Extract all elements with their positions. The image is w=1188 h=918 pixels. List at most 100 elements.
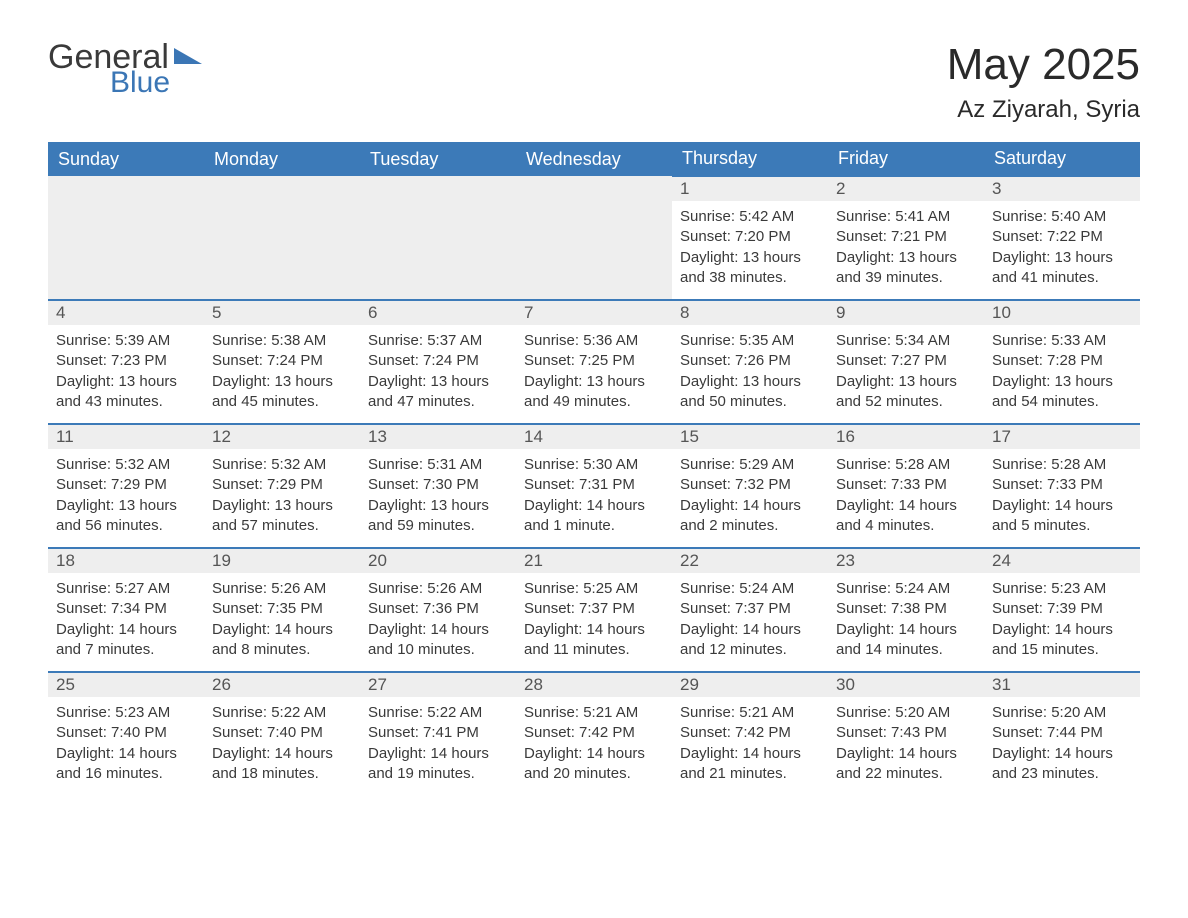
- sunrise-line: Sunrise: 5:24 AM: [680, 579, 820, 599]
- daylight-line: Daylight: 13 hours and 50 minutes.: [680, 372, 820, 413]
- sunrise-line: Sunrise: 5:24 AM: [836, 579, 976, 599]
- daylight-line: Daylight: 14 hours and 2 minutes.: [680, 496, 820, 537]
- daylight-line: Daylight: 13 hours and 54 minutes.: [992, 372, 1132, 413]
- sunrise-line: Sunrise: 5:21 AM: [680, 703, 820, 723]
- day-number: 20: [360, 549, 516, 573]
- calendar-cell: 12Sunrise: 5:32 AMSunset: 7:29 PMDayligh…: [204, 424, 360, 548]
- sunset-line: Sunset: 7:36 PM: [368, 599, 508, 619]
- calendar-cell: 4Sunrise: 5:39 AMSunset: 7:23 PMDaylight…: [48, 300, 204, 424]
- sunrise-line: Sunrise: 5:28 AM: [992, 455, 1132, 475]
- sunset-line: Sunset: 7:41 PM: [368, 723, 508, 743]
- sunset-line: Sunset: 7:43 PM: [836, 723, 976, 743]
- empty-daynum: [516, 176, 672, 202]
- day-number: 2: [828, 177, 984, 201]
- sunset-line: Sunset: 7:40 PM: [56, 723, 196, 743]
- calendar-cell: 26Sunrise: 5:22 AMSunset: 7:40 PMDayligh…: [204, 672, 360, 796]
- calendar-cell: 27Sunrise: 5:22 AMSunset: 7:41 PMDayligh…: [360, 672, 516, 796]
- day-number: 9: [828, 301, 984, 325]
- day-details: Sunrise: 5:20 AMSunset: 7:44 PMDaylight:…: [984, 697, 1140, 792]
- day-number: 24: [984, 549, 1140, 573]
- weekday-header: Thursday: [672, 142, 828, 176]
- calendar-cell: 5Sunrise: 5:38 AMSunset: 7:24 PMDaylight…: [204, 300, 360, 424]
- sunset-line: Sunset: 7:39 PM: [992, 599, 1132, 619]
- daylight-line: Daylight: 14 hours and 12 minutes.: [680, 620, 820, 661]
- sunrise-line: Sunrise: 5:34 AM: [836, 331, 976, 351]
- daylight-line: Daylight: 14 hours and 16 minutes.: [56, 744, 196, 785]
- day-number: 16: [828, 425, 984, 449]
- day-number: 3: [984, 177, 1140, 201]
- day-number: 23: [828, 549, 984, 573]
- calendar-table: Sunday Monday Tuesday Wednesday Thursday…: [48, 142, 1140, 796]
- calendar-cell: 23Sunrise: 5:24 AMSunset: 7:38 PMDayligh…: [828, 548, 984, 672]
- location-title: Az Ziyarah, Syria: [947, 96, 1140, 124]
- sunrise-line: Sunrise: 5:22 AM: [368, 703, 508, 723]
- calendar-cell: 10Sunrise: 5:33 AMSunset: 7:28 PMDayligh…: [984, 300, 1140, 424]
- sunrise-line: Sunrise: 5:26 AM: [368, 579, 508, 599]
- calendar-cell: 13Sunrise: 5:31 AMSunset: 7:30 PMDayligh…: [360, 424, 516, 548]
- day-details: Sunrise: 5:22 AMSunset: 7:41 PMDaylight:…: [360, 697, 516, 792]
- sunset-line: Sunset: 7:35 PM: [212, 599, 352, 619]
- calendar-cell: 17Sunrise: 5:28 AMSunset: 7:33 PMDayligh…: [984, 424, 1140, 548]
- day-details: Sunrise: 5:20 AMSunset: 7:43 PMDaylight:…: [828, 697, 984, 792]
- daylight-line: Daylight: 14 hours and 15 minutes.: [992, 620, 1132, 661]
- sunrise-line: Sunrise: 5:30 AM: [524, 455, 664, 475]
- day-details: Sunrise: 5:21 AMSunset: 7:42 PMDaylight:…: [672, 697, 828, 792]
- calendar-cell: 1Sunrise: 5:42 AMSunset: 7:20 PMDaylight…: [672, 176, 828, 300]
- sunrise-line: Sunrise: 5:27 AM: [56, 579, 196, 599]
- day-number: 12: [204, 425, 360, 449]
- day-number: 29: [672, 673, 828, 697]
- sunrise-line: Sunrise: 5:36 AM: [524, 331, 664, 351]
- day-number: 7: [516, 301, 672, 325]
- day-details: Sunrise: 5:27 AMSunset: 7:34 PMDaylight:…: [48, 573, 204, 668]
- daylight-line: Daylight: 13 hours and 52 minutes.: [836, 372, 976, 413]
- calendar-cell: 19Sunrise: 5:26 AMSunset: 7:35 PMDayligh…: [204, 548, 360, 672]
- sunrise-line: Sunrise: 5:23 AM: [56, 703, 196, 723]
- day-number: 1: [672, 177, 828, 201]
- calendar-cell: 24Sunrise: 5:23 AMSunset: 7:39 PMDayligh…: [984, 548, 1140, 672]
- sunset-line: Sunset: 7:29 PM: [212, 475, 352, 495]
- weekday-header: Friday: [828, 142, 984, 176]
- sunset-line: Sunset: 7:25 PM: [524, 351, 664, 371]
- daylight-line: Daylight: 14 hours and 10 minutes.: [368, 620, 508, 661]
- calendar-cell: 11Sunrise: 5:32 AMSunset: 7:29 PMDayligh…: [48, 424, 204, 548]
- calendar-row: 11Sunrise: 5:32 AMSunset: 7:29 PMDayligh…: [48, 424, 1140, 548]
- calendar-cell: 15Sunrise: 5:29 AMSunset: 7:32 PMDayligh…: [672, 424, 828, 548]
- calendar-cell: 31Sunrise: 5:20 AMSunset: 7:44 PMDayligh…: [984, 672, 1140, 796]
- day-details: Sunrise: 5:21 AMSunset: 7:42 PMDaylight:…: [516, 697, 672, 792]
- daylight-line: Daylight: 13 hours and 39 minutes.: [836, 248, 976, 289]
- sunset-line: Sunset: 7:38 PM: [836, 599, 976, 619]
- page-header: General Blue May 2025 Az Ziyarah, Syria: [48, 40, 1140, 124]
- daylight-line: Daylight: 13 hours and 38 minutes.: [680, 248, 820, 289]
- calendar-cell: 21Sunrise: 5:25 AMSunset: 7:37 PMDayligh…: [516, 548, 672, 672]
- daylight-line: Daylight: 14 hours and 11 minutes.: [524, 620, 664, 661]
- calendar-cell: [516, 176, 672, 300]
- day-number: 11: [48, 425, 204, 449]
- sunset-line: Sunset: 7:28 PM: [992, 351, 1132, 371]
- day-number: 14: [516, 425, 672, 449]
- logo: General Blue: [48, 40, 202, 98]
- calendar-cell: 25Sunrise: 5:23 AMSunset: 7:40 PMDayligh…: [48, 672, 204, 796]
- day-details: Sunrise: 5:28 AMSunset: 7:33 PMDaylight:…: [828, 449, 984, 544]
- day-number: 28: [516, 673, 672, 697]
- day-details: Sunrise: 5:26 AMSunset: 7:35 PMDaylight:…: [204, 573, 360, 668]
- day-number: 6: [360, 301, 516, 325]
- daylight-line: Daylight: 14 hours and 20 minutes.: [524, 744, 664, 785]
- weekday-header-row: Sunday Monday Tuesday Wednesday Thursday…: [48, 142, 1140, 176]
- day-details: Sunrise: 5:40 AMSunset: 7:22 PMDaylight:…: [984, 201, 1140, 296]
- calendar-cell: [360, 176, 516, 300]
- calendar-cell: [204, 176, 360, 300]
- day-number: 8: [672, 301, 828, 325]
- calendar-cell: 22Sunrise: 5:24 AMSunset: 7:37 PMDayligh…: [672, 548, 828, 672]
- day-details: Sunrise: 5:36 AMSunset: 7:25 PMDaylight:…: [516, 325, 672, 420]
- weekday-header: Saturday: [984, 142, 1140, 176]
- daylight-line: Daylight: 14 hours and 19 minutes.: [368, 744, 508, 785]
- calendar-cell: 6Sunrise: 5:37 AMSunset: 7:24 PMDaylight…: [360, 300, 516, 424]
- day-details: Sunrise: 5:37 AMSunset: 7:24 PMDaylight:…: [360, 325, 516, 420]
- sunset-line: Sunset: 7:34 PM: [56, 599, 196, 619]
- logo-text-blue: Blue: [110, 68, 170, 98]
- calendar-cell: 29Sunrise: 5:21 AMSunset: 7:42 PMDayligh…: [672, 672, 828, 796]
- sunrise-line: Sunrise: 5:20 AM: [836, 703, 976, 723]
- daylight-line: Daylight: 14 hours and 5 minutes.: [992, 496, 1132, 537]
- sunrise-line: Sunrise: 5:38 AM: [212, 331, 352, 351]
- sunrise-line: Sunrise: 5:33 AM: [992, 331, 1132, 351]
